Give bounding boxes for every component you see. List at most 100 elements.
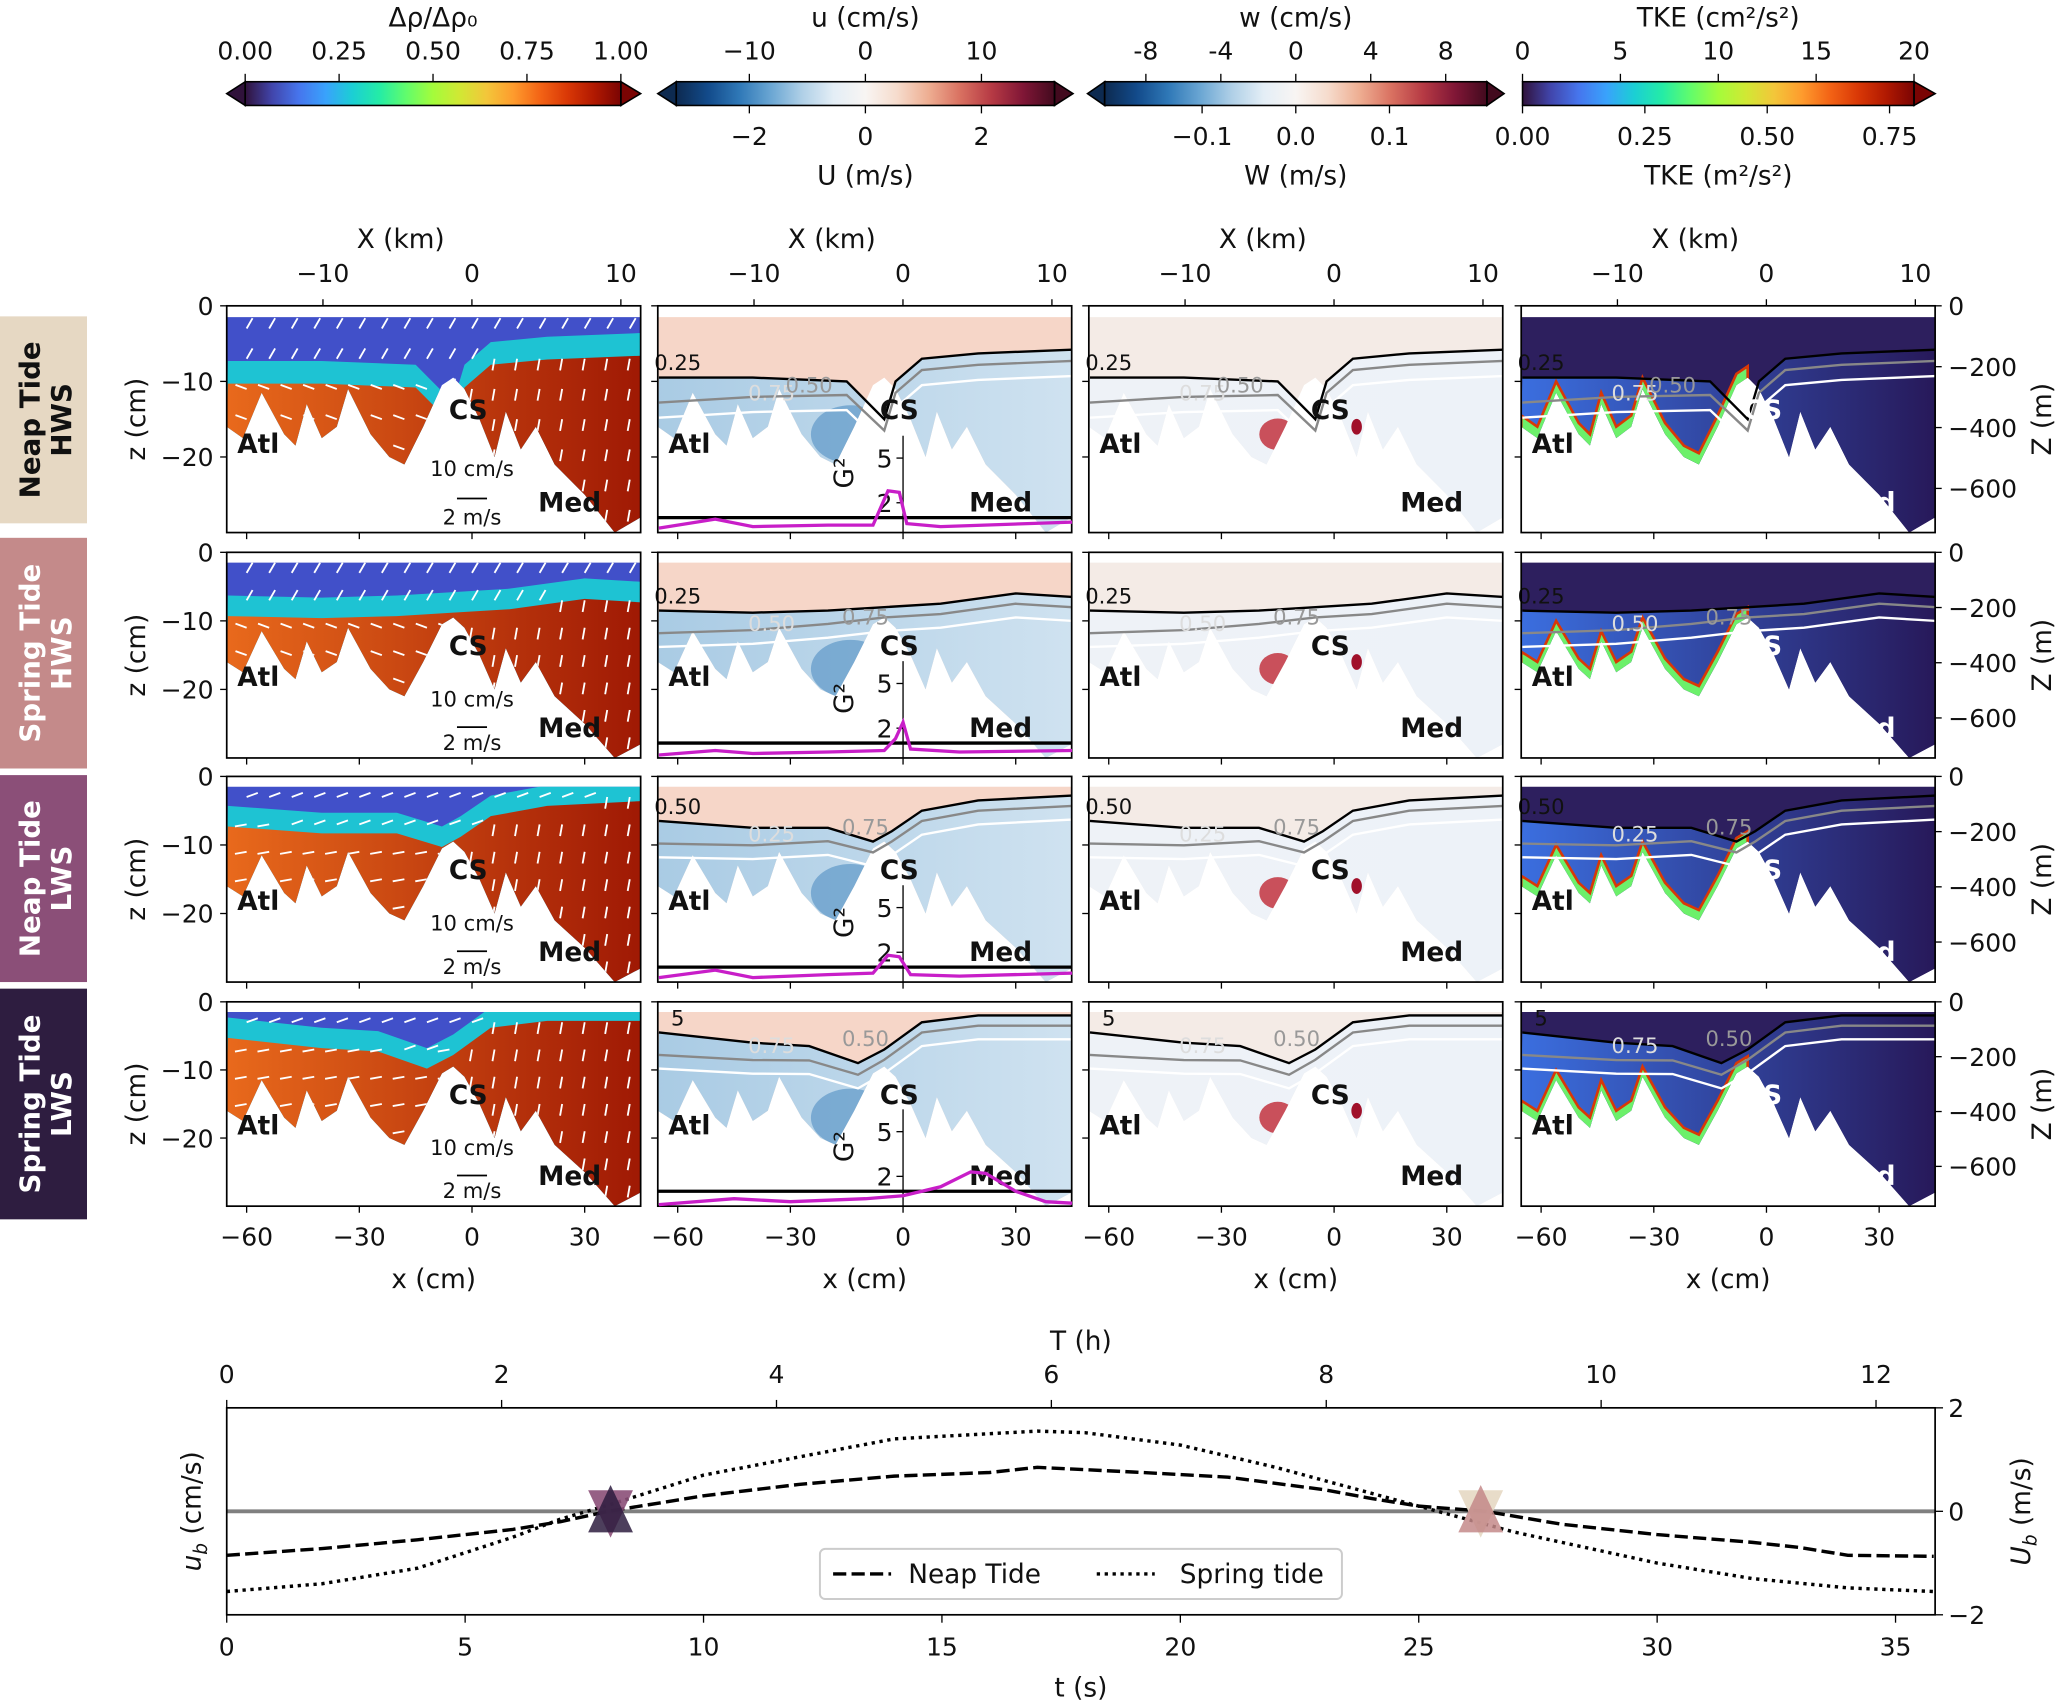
isopycnal-contour [658,818,1073,868]
velocity-vector [514,627,518,640]
lee-spot [1351,418,1362,435]
velocity-vector [347,905,360,910]
velocity-vector [536,654,541,667]
label-cs: CS [1743,396,1782,426]
velocity-vector [604,1158,609,1171]
label-cs: CS [1743,1081,1782,1111]
velocity-vector [325,414,338,421]
velocity-vector [559,906,564,919]
velocity-vector [280,504,293,511]
velocity-vector [426,819,439,826]
contour-label: 0.50 [748,611,795,636]
velocity-vector [279,1075,292,1080]
contour-label: 0.75 [1612,380,1659,405]
colorbar-bottom-label: W (m/s) [1244,162,1347,192]
X-axis-label: X (km) [1651,225,1739,255]
velocity-vector [347,650,360,657]
contour-label: 0.75 [842,815,889,840]
colorbar-bottom-tick-label: −0.1 [1172,122,1233,151]
g2-tick-label: 5 [877,670,893,699]
label-med: Med [1400,714,1463,744]
label-atl: Atl [1099,430,1141,460]
colorbar-min-extension [225,80,246,107]
velocity-vector [325,444,338,451]
velocity-vector [514,449,518,462]
velocity-vector [437,1130,450,1135]
isopycnal-contour [658,348,1073,422]
row-label-background [0,775,88,983]
velocity-vector [559,682,564,695]
velocity-vector [626,1076,631,1089]
velocity-vector [581,824,586,837]
vector-key-field: 2 m/s [443,1178,502,1203]
velocity-vector [606,562,614,574]
velocity-vector [415,650,428,657]
velocity-vector [370,850,383,855]
Ub-tick-label: 0 [1948,1498,1964,1527]
velocity-vector [291,792,304,798]
velocity-vector [358,347,367,360]
colorbar-bottom-label: TKE (m²/s²) [1643,162,1792,192]
velocity-vector [559,358,564,371]
velocity-vector [626,1049,631,1062]
z-axis-label: z (cm) [122,1063,152,1146]
legend: Neap Tide Spring tide [818,1547,1343,1600]
velocity-vector [491,1103,496,1116]
velocity-vector [449,792,461,798]
colorbar-top-tick-label: 15 [1800,36,1832,65]
z-tick-label: −20 [161,676,214,705]
velocity-vector [235,622,247,629]
velocity-vector [514,933,518,946]
isopycnal-contour [658,359,1073,433]
g2-tick-label: 5 [877,444,893,473]
isopycnal-contour [1089,804,1504,854]
isopycnal-contour [1089,374,1504,448]
z-tick-label: −20 [161,900,214,929]
contour-label: 0.75 [842,604,889,629]
velocity-vector [469,709,473,722]
velocity-vector [581,1158,586,1171]
velocity-vector [358,589,367,601]
velocity-vector [604,906,609,919]
velocity-vector [325,474,338,481]
velocity-vector [257,1048,270,1053]
velocity-vector [235,705,247,711]
velocity-vector [347,1130,360,1135]
velocity-vector [370,1103,383,1107]
g2-label: G² [830,683,860,714]
isopycnal-contour [1522,1024,1936,1077]
velocity-vector [392,1184,405,1189]
velocity-vector [626,737,631,750]
velocity-vector [381,317,389,329]
velocity-vector [538,317,547,329]
label-med: Med [1833,938,1896,968]
isopycnal-contour [1522,818,1936,868]
isopycnal-contour [1089,1024,1504,1077]
label-med: Med [1833,488,1896,518]
colorbar-3: w (cm/s) -8 -4 0 4 8 W (m/s) −0.1 0.0 0.1 [1086,3,1506,192]
velocity-vector [268,347,276,360]
velocity-vector [604,358,609,371]
z-axis-label: z (cm) [122,838,152,921]
isopycnal-contour [658,804,1073,854]
Z-tick-label: −200 [1948,594,2017,623]
velocity-vector [581,358,586,371]
velocity-vector [324,1157,337,1162]
velocity-vector [448,562,457,574]
isopycnal-contour [1522,794,1936,843]
velocity-vector [313,347,321,360]
velocity-vector [491,933,496,946]
velocity-vector [415,850,428,855]
velocity-vector [471,792,484,798]
velocity-vector [536,1103,541,1116]
t-tick-label: 30 [1641,1633,1673,1662]
velocity-vector [604,654,609,667]
velocity-vector [392,677,405,684]
velocity-vector [370,1130,383,1135]
velocity-vector [626,1158,631,1171]
velocity-vector [370,1048,383,1053]
velocity-vector [626,358,631,371]
velocity-vector [257,732,270,739]
velocity-vector [381,1017,394,1024]
colorbar-bottom-tick-label: 0.50 [1739,122,1795,151]
